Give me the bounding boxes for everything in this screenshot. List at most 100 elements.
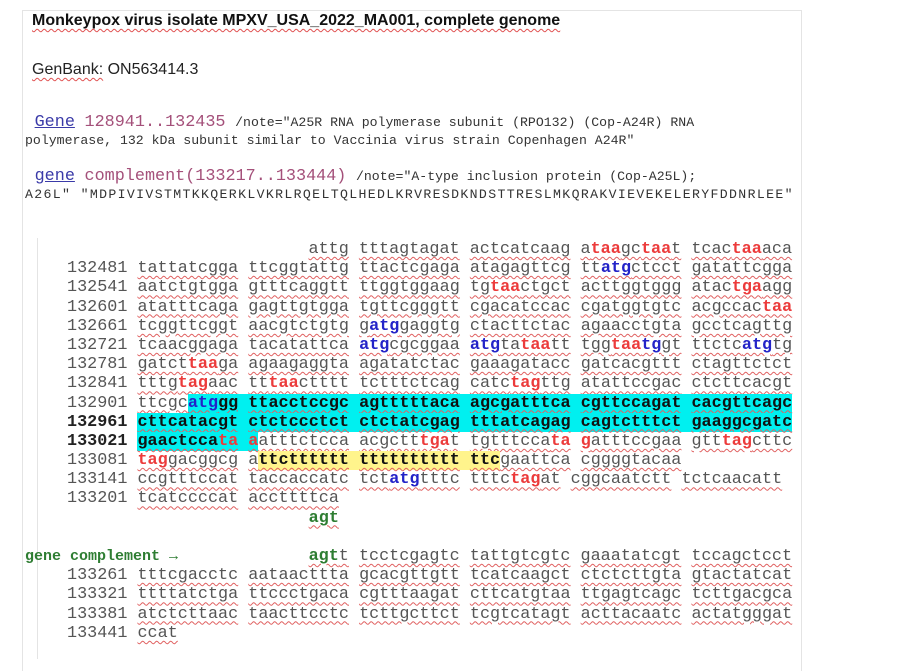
group-separator xyxy=(571,317,581,336)
stop-codon: taa xyxy=(640,240,672,259)
gene-annotation-2: gene complement(133217..133444) /note="A… xyxy=(25,167,697,186)
nucleotide-group: gaaagatacc xyxy=(470,355,571,374)
group-separator xyxy=(681,393,692,413)
sequence-position: 132961 xyxy=(67,412,128,432)
nucleotide-group: tttcgacctc xyxy=(137,566,238,585)
group-separator xyxy=(681,355,691,374)
sequence-row: 133441 ccat xyxy=(67,624,792,643)
group-separator xyxy=(349,374,359,393)
group-separator xyxy=(460,585,470,604)
nucleotide-group: atctcttaac xyxy=(137,605,238,624)
nucleotides: tttc xyxy=(469,470,511,490)
nucleotide-group: tattgtcgtc xyxy=(470,547,571,566)
nucleotide-group: aacgtctgtg xyxy=(248,317,349,336)
stop-codon: ta xyxy=(550,431,571,451)
nucleotides: gaattca xyxy=(500,451,571,471)
sequence-row: 132781 gatcttaaga agaagaggta agatatctac g… xyxy=(67,355,792,374)
group-separator xyxy=(460,355,470,374)
nucleotide-group: attg xyxy=(309,240,349,259)
nucleotide-group: tttatcagag xyxy=(469,412,571,432)
nucleotides: gatcacgttt xyxy=(580,355,682,375)
group-separator xyxy=(349,547,359,566)
nucleotides: taccaccatc xyxy=(248,470,349,490)
nucleotide-group: ctctcttgta xyxy=(581,566,682,585)
group-separator xyxy=(571,336,581,355)
nucleotides: ctctccctct xyxy=(248,412,349,432)
stop-codon: taa xyxy=(731,240,762,259)
nucleotides: tctttctcag xyxy=(359,374,460,394)
nucleotides: gatct xyxy=(137,355,188,375)
nucleotides: ccgtttccat xyxy=(137,470,239,490)
gene-link[interactable]: gene xyxy=(34,167,75,186)
nucleotides: tcaacggaga xyxy=(137,335,239,355)
group-separator xyxy=(460,470,470,489)
nucleotides: tattatcgga xyxy=(137,259,239,279)
group-separator xyxy=(238,585,248,604)
stop-codon: a xyxy=(248,431,259,451)
nucleotides: ctgct xyxy=(520,278,571,298)
nucleotides: agcgatttca xyxy=(469,393,571,413)
nucleotide-group: cgtttaagat xyxy=(359,585,460,604)
nucleotides: tttatcagag xyxy=(469,412,571,432)
group-separator xyxy=(238,470,248,489)
nucleotide-group: tgtttccata xyxy=(470,432,571,451)
nucleotide-group: gtactatcat xyxy=(691,566,792,585)
group-separator xyxy=(460,240,470,259)
group-separator xyxy=(349,393,360,413)
nucleotides: tttcgacctc xyxy=(137,566,239,586)
gene-note: /note="A-type inclusion protein (Cop-A25… xyxy=(355,169,697,184)
sequence-row: 133021 gaactccata aatttctcca acgctttgat t… xyxy=(67,431,792,451)
nucleotide-group: ctctccctct xyxy=(248,412,349,432)
group-separator xyxy=(349,432,359,451)
nucleotide-group: tcatccccat xyxy=(137,489,238,508)
nucleotides: cgtttaagat xyxy=(359,585,460,605)
sequence-position: 133081 xyxy=(67,451,128,471)
nucleotide-group: agatatctac xyxy=(359,355,460,374)
group-separator xyxy=(349,566,359,585)
stop-codon: tga xyxy=(731,278,762,298)
nucleotide-group: tttaactttt xyxy=(248,374,349,393)
nucleotide-group: ttctcatgtg xyxy=(692,336,793,355)
group-separator xyxy=(571,585,581,604)
group-separator xyxy=(561,470,571,489)
sequence-text: tcaacggaga tacatattca atgcgcggaa atgtata… xyxy=(137,336,792,355)
group-separator xyxy=(238,431,249,451)
nucleotide-group: gatcttaaga xyxy=(137,355,238,374)
stop-codon: taa xyxy=(610,335,642,355)
nucleotides: ga xyxy=(218,355,239,375)
nucleotides: acgctt xyxy=(359,431,420,451)
nucleotides: atagagttcg xyxy=(469,259,571,279)
stop-codon: tag xyxy=(137,451,168,471)
sequence-text: ccgtttccat taccaccatc tctatgtttc tttctag… xyxy=(137,470,792,489)
nucleotides: ttcgc xyxy=(137,393,188,413)
nucleotides: ttg xyxy=(540,374,571,394)
nucleotides: acgccac xyxy=(691,297,762,317)
nucleotides: tt xyxy=(550,335,571,355)
sequence-row: 132541 aatctgtgga gtttcaggtt ttggtggaag t… xyxy=(67,278,792,297)
nucleotides: tcttgcttct xyxy=(359,604,460,624)
nucleotides: gcctcagttg xyxy=(691,316,793,336)
nucleotide-group: ccgtttccat xyxy=(137,470,238,489)
group-separator xyxy=(460,278,470,297)
nucleotides: gtt xyxy=(691,431,722,451)
nucleotides: gacggcg xyxy=(167,451,239,471)
nucleotides: tacatattca xyxy=(248,335,349,355)
nucleotides: gc xyxy=(620,240,641,259)
sequence-position: 132721 xyxy=(67,335,128,355)
nucleotide-group: atatttcaga xyxy=(137,298,238,317)
nucleotides: tg xyxy=(469,278,491,298)
nucleotide-group: ttactcgaga xyxy=(359,259,460,278)
sequence-text: gatcttaaga agaagaggta agatatctac gaaagat… xyxy=(137,355,792,374)
nucleotide-group: attctttttt xyxy=(248,451,349,471)
sequence-text: ccat xyxy=(137,624,792,643)
start-codon: atg xyxy=(469,335,501,355)
gene-link[interactable]: Gene xyxy=(34,113,75,132)
nucleotides: ttctttttt xyxy=(258,451,349,471)
group-separator xyxy=(571,432,581,451)
sequence-text: atctcttaac taacttcctc tcttgcttct tcgtcat… xyxy=(137,605,792,624)
nucleotides: aataacttta xyxy=(248,566,349,586)
sequence-row-marker: agt xyxy=(67,509,792,528)
nucleotides: ttccctgaca xyxy=(248,585,349,605)
genbank-accession: GenBank: ON563414.3 xyxy=(32,61,198,79)
nucleotide-group: aatctgtgga xyxy=(137,278,238,297)
